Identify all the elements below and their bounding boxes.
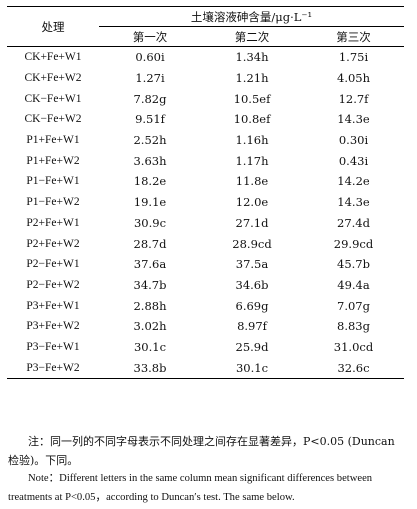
- table-row: CK−Fe+W1 7.82g 10.5ef 12.7f: [7, 88, 404, 109]
- value-cell: 1.27i: [135, 71, 165, 86]
- table-row: P1−Fe+W1 18.2e 11.8e 14.2e: [7, 171, 404, 192]
- value-cell: 1.21h: [235, 71, 269, 86]
- value-cell: 19.1e: [133, 195, 167, 210]
- value-cell: 34.6b: [235, 277, 269, 292]
- value-cell: 14.2e: [337, 174, 370, 189]
- value-cell: 30.9c: [133, 215, 167, 230]
- value-cell: 34.7b: [133, 277, 167, 292]
- value-cell: 7.07g: [337, 298, 370, 313]
- value-cell: 12.0e: [235, 195, 269, 210]
- table-row: P2+Fe+W1 30.9c 27.1d 27.4d: [7, 213, 404, 234]
- note-english: Note：Different letters in the same colum…: [8, 473, 373, 503]
- table-row: P3+Fe+W1 2.88h 6.69g 7.07g: [7, 295, 404, 316]
- value-cell: 4.05h: [337, 71, 371, 86]
- value-cell: 28.7d: [133, 236, 167, 251]
- treatment-cell: P2−Fe+W2: [26, 278, 80, 291]
- column-header-second: 第二次: [201, 26, 303, 47]
- treatment-cell: P3+Fe+W2: [26, 320, 80, 333]
- value-cell: 30.1c: [133, 339, 167, 354]
- treatment-cell: P1+Fe+W2: [26, 154, 80, 167]
- value-cell: 32.6c: [303, 357, 405, 380]
- value-cell: 0.30i: [338, 133, 369, 148]
- table-row: P1−Fe+W2 19.1e 12.0e 14.3e: [7, 192, 404, 213]
- value-cell: 37.6a: [133, 257, 167, 272]
- table-row: P1+Fe+W1 2.52h 1.16h 0.30i: [7, 130, 404, 151]
- arsenic-content-table: 处理 土壤溶液砷含量/μg·L⁻¹ 第一次 第二次 第三次 CK+Fe+W1 0.…: [7, 6, 405, 380]
- value-cell: 3.02h: [133, 319, 167, 334]
- value-cell: 14.3e: [337, 112, 370, 127]
- value-cell: 7.82g: [133, 91, 167, 106]
- table-body: CK+Fe+W1 0.60i 1.34h 1.75i CK+Fe+W2 1.27i 1.21…: [7, 47, 405, 380]
- value-cell: 27.4d: [337, 215, 370, 230]
- value-cell: 1.17h: [235, 153, 269, 168]
- value-cell: 25.9d: [235, 339, 269, 354]
- note-chinese: 注：同一列的不同字母表示不同处理之间存在显著差异，P<0.05 (Duncan …: [8, 435, 395, 467]
- table-row: P1+Fe+W2 3.63h 1.17h 0.43i: [7, 150, 404, 171]
- value-cell: 30.1c: [201, 357, 303, 380]
- treatment-cell: P3+Fe+W1: [26, 299, 80, 312]
- column-header-first: 第一次: [99, 26, 201, 47]
- column-header-third: 第三次: [303, 26, 405, 47]
- table-row: P3−Fe+W2 33.8b 30.1c 32.6c: [7, 357, 405, 380]
- value-cell: 33.8b: [99, 357, 201, 380]
- value-cell: 3.63h: [133, 153, 167, 168]
- value-cell: 29.9cd: [333, 236, 374, 251]
- value-cell: 37.5a: [235, 257, 269, 272]
- treatment-cell: P3−Fe+W1: [26, 340, 80, 353]
- treatment-cell: CK−Fe+W2: [24, 113, 82, 126]
- value-cell: 10.8ef: [233, 112, 271, 127]
- table-row: P3+Fe+W2 3.02h 8.97f 8.83g: [7, 316, 404, 337]
- table-row: P2−Fe+W2 34.7b 34.6b 49.4a: [7, 275, 404, 296]
- arsenic-content-header: 土壤溶液砷含量/μg·L⁻¹: [99, 6, 405, 27]
- treatment-cell: CK+Fe+W1: [24, 51, 82, 64]
- value-cell: 27.1d: [235, 215, 269, 230]
- treatment-cell: P2+Fe+W1: [26, 216, 80, 229]
- value-cell: 0.60i: [135, 50, 165, 65]
- value-cell: 1.16h: [235, 133, 269, 148]
- treatment-cell: P3−Fe+W2: [7, 357, 99, 380]
- value-cell: 14.3e: [337, 195, 370, 210]
- value-cell: 49.4a: [337, 277, 370, 292]
- value-cell: 8.83g: [337, 319, 370, 334]
- table-row: P2+Fe+W2 28.7d 28.9cd 29.9cd: [7, 233, 404, 254]
- value-cell: 12.7f: [338, 91, 369, 106]
- treatment-cell: P2+Fe+W2: [26, 237, 80, 250]
- table-row: CK+Fe+W2 1.27i 1.21h 4.05h: [7, 68, 404, 89]
- value-cell: 6.69g: [235, 298, 269, 313]
- value-cell: 9.51f: [135, 112, 165, 127]
- value-cell: 1.75i: [338, 50, 369, 65]
- treatment-header: 处理: [7, 6, 99, 47]
- treatment-cell: P1−Fe+W2: [26, 196, 80, 209]
- treatment-cell: CK−Fe+W1: [24, 92, 82, 105]
- table-row: P3−Fe+W1 30.1c 25.9d 31.0cd: [7, 337, 404, 358]
- table-row: CK+Fe+W1 0.60i 1.34h 1.75i: [7, 47, 404, 68]
- treatment-cell: P1+Fe+W1: [26, 134, 80, 147]
- value-cell: 1.34h: [235, 50, 269, 65]
- treatment-cell: P2−Fe+W1: [26, 258, 80, 271]
- value-cell: 28.9cd: [232, 236, 272, 251]
- value-cell: 2.52h: [133, 133, 167, 148]
- value-cell: 11.8e: [235, 174, 269, 189]
- value-cell: 8.97f: [237, 319, 267, 334]
- value-cell: 45.7b: [337, 257, 370, 272]
- value-cell: 0.43i: [338, 153, 369, 168]
- value-cell: 10.5ef: [233, 91, 271, 106]
- value-cell: 18.2e: [133, 174, 167, 189]
- value-cell: 2.88h: [133, 298, 167, 313]
- table-row: CK−Fe+W2 9.51f 10.8ef 14.3e: [7, 109, 404, 130]
- value-cell: 31.0cd: [333, 339, 374, 354]
- treatment-cell: P1−Fe+W1: [26, 175, 80, 188]
- table-row: P2−Fe+W1 37.6a 37.5a 45.7b: [7, 254, 404, 275]
- treatment-cell: CK+Fe+W2: [24, 72, 82, 85]
